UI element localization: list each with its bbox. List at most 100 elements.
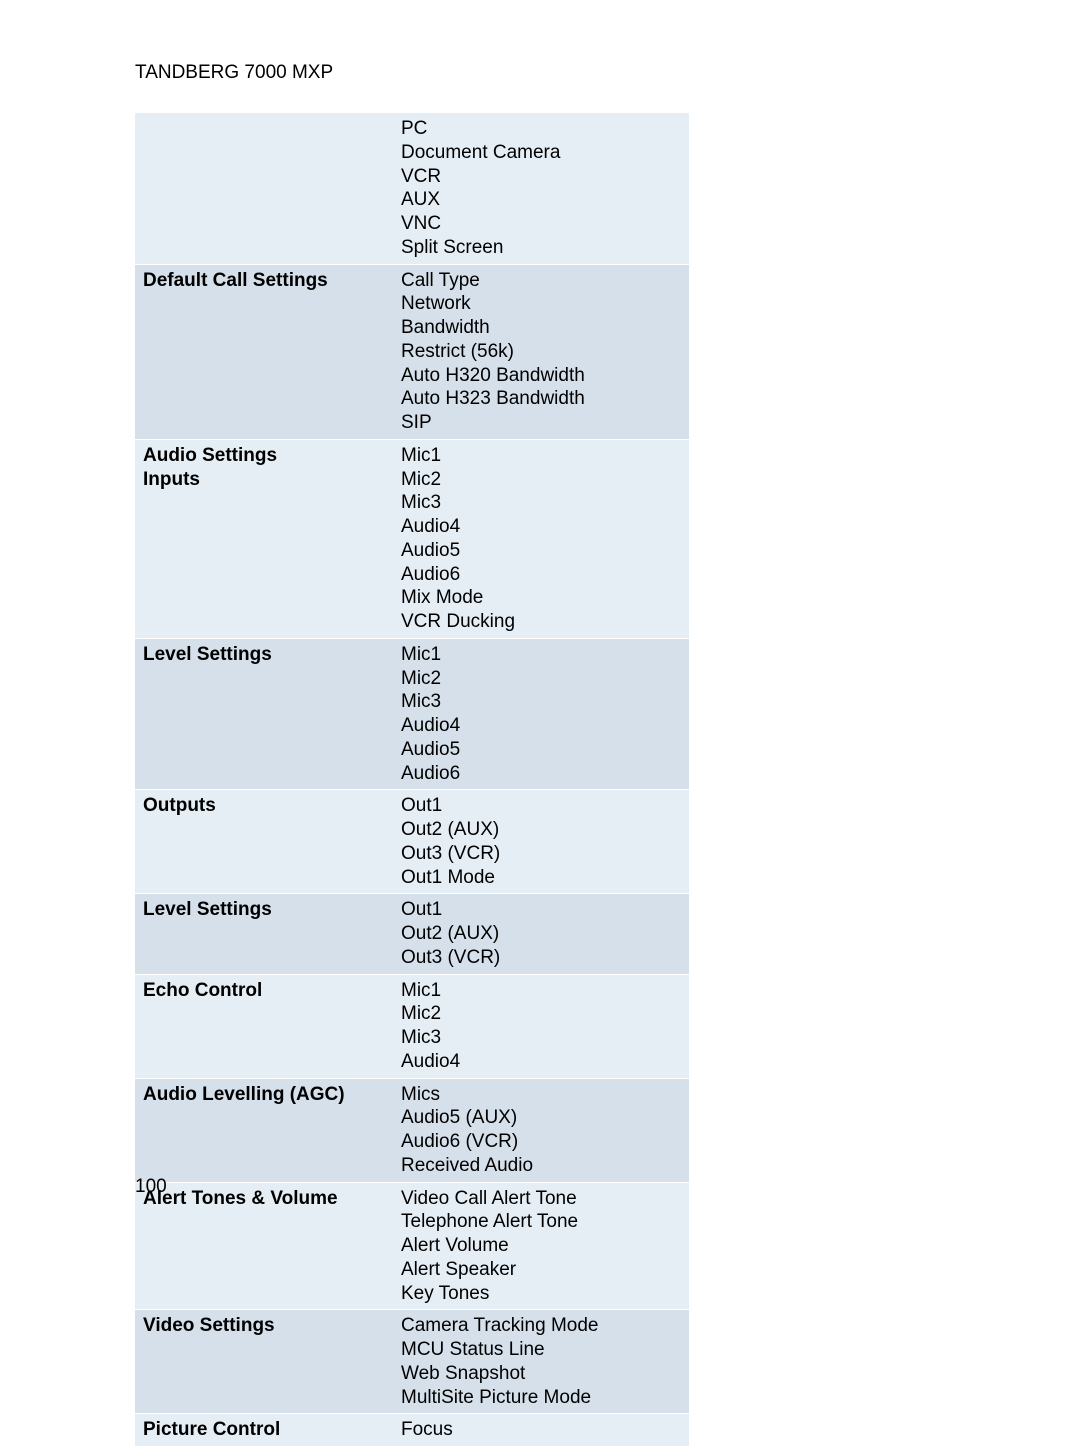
setting-label-line: Alert Tones & Volume [143, 1187, 385, 1211]
setting-value-line: Key Tones [401, 1282, 681, 1306]
setting-label: Level Settings [135, 894, 393, 974]
setting-values: PCDocument CameraVCRAUXVNCSplit Screen [393, 113, 689, 264]
setting-value-line: PC [401, 117, 681, 141]
setting-value-line: Audio6 (VCR) [401, 1130, 681, 1154]
setting-value-line: Audio6 [401, 563, 681, 587]
setting-values: Call TypeNetworkBandwidthRestrict (56k)A… [393, 264, 689, 439]
setting-value-line: Audio5 (AUX) [401, 1106, 681, 1130]
table-row: Audio Levelling (AGC) MicsAudio5 (AUX)Aud… [135, 1078, 689, 1182]
setting-value-line: Web Snapshot [401, 1362, 681, 1386]
setting-values: Camera Tracking ModeMCU Status LineWeb S… [393, 1310, 689, 1414]
setting-value-line: AUX [401, 188, 681, 212]
settings-table-body: PCDocument CameraVCRAUXVNCSplit ScreenDe… [135, 113, 689, 1447]
setting-label-line: Level Settings [143, 643, 385, 667]
table-row: Default Call Settings Call TypeNetworkBan… [135, 264, 689, 439]
setting-value-line: Audio4 [401, 1050, 681, 1074]
setting-label: Outputs [135, 790, 393, 894]
setting-values: Out1Out2 (AUX)Out3 (VCR) [393, 894, 689, 974]
setting-value-line: Mic1 [401, 979, 681, 1003]
setting-value-line: Mics [401, 1083, 681, 1107]
setting-label-line: Inputs [143, 468, 385, 492]
setting-label: Default Call Settings [135, 264, 393, 439]
setting-value-line: Audio5 [401, 539, 681, 563]
setting-value-line: Audio4 [401, 515, 681, 539]
setting-value-line: Out2 (AUX) [401, 922, 681, 946]
setting-value-line: Auto H320 Bandwidth [401, 364, 681, 388]
setting-value-line: MCU Status Line [401, 1338, 681, 1362]
setting-value-line: Alert Speaker [401, 1258, 681, 1282]
setting-label-line: Outputs [143, 794, 385, 818]
setting-value-line: Auto H323 Bandwidth [401, 387, 681, 411]
setting-value-line: VCR [401, 165, 681, 189]
setting-value-line: Mic2 [401, 468, 681, 492]
setting-value-line: VCR Ducking [401, 610, 681, 634]
table-row: Echo Control Mic1Mic2Mic3Audio4 [135, 974, 689, 1078]
setting-value-line: Out2 (AUX) [401, 818, 681, 842]
setting-label-line: Audio Levelling (AGC) [143, 1083, 385, 1107]
setting-values: Mic1Mic2Mic3Audio4 [393, 974, 689, 1078]
setting-label-line: Echo Control [143, 979, 385, 1003]
setting-value-line: Out1 Mode [401, 866, 681, 890]
setting-value-line: Mic1 [401, 643, 681, 667]
setting-value-line: Mic3 [401, 1026, 681, 1050]
page-number: 100 [135, 1176, 167, 1198]
setting-label-line: Picture Control [143, 1418, 385, 1442]
setting-label-line: Audio Settings [143, 444, 385, 468]
settings-table: PCDocument CameraVCRAUXVNCSplit ScreenDe… [135, 113, 689, 1447]
setting-value-line: Received Audio [401, 1154, 681, 1178]
table-row: PCDocument CameraVCRAUXVNCSplit Screen [135, 113, 689, 264]
setting-value-line: Video Call Alert Tone [401, 1187, 681, 1211]
table-row: Outputs Out1Out2 (AUX)Out3 (VCR)Out1 Mode [135, 790, 689, 894]
setting-value-line: Out3 (VCR) [401, 946, 681, 970]
setting-value-line: Mic2 [401, 667, 681, 691]
setting-value-line: Audio4 [401, 714, 681, 738]
setting-value-line: MultiSite Picture Mode [401, 1386, 681, 1410]
setting-value-line: Out3 (VCR) [401, 842, 681, 866]
setting-value-line: Mic1 [401, 444, 681, 468]
setting-value-line: Mix Mode [401, 586, 681, 610]
setting-value-line: Audio5 [401, 738, 681, 762]
table-row: Audio SettingsInputsMic1Mic2Mic3Audio4Au… [135, 439, 689, 638]
setting-label: Video Settings [135, 1310, 393, 1414]
setting-value-line: Out1 [401, 898, 681, 922]
setting-value-line: Bandwidth [401, 316, 681, 340]
setting-value-line: Mic3 [401, 491, 681, 515]
setting-value-line: Split Screen [401, 236, 681, 260]
setting-value-line: Restrict (56k) [401, 340, 681, 364]
setting-value-line: Camera Tracking Mode [401, 1314, 681, 1338]
setting-values: Focus [393, 1414, 689, 1447]
setting-values: Video Call Alert ToneTelephone Alert Ton… [393, 1182, 689, 1310]
setting-value-line: Out1 [401, 794, 681, 818]
setting-value-line: SIP [401, 411, 681, 435]
setting-value-line: Audio6 [401, 762, 681, 786]
setting-value-line: Mic2 [401, 1002, 681, 1026]
table-row: Level Settings Mic1Mic2Mic3Audio4Audio5Au… [135, 638, 689, 790]
setting-values: MicsAudio5 (AUX)Audio6 (VCR)Received Aud… [393, 1078, 689, 1182]
setting-value-line: Focus [401, 1418, 681, 1442]
setting-label: Alert Tones & Volume [135, 1182, 393, 1310]
setting-label: Level Settings [135, 638, 393, 790]
table-row: Video Settings Camera Tracking ModeMCU St… [135, 1310, 689, 1414]
table-row: Alert Tones & Volume Video Call Alert Ton… [135, 1182, 689, 1310]
setting-value-line: VNC [401, 212, 681, 236]
table-row: Picture Control Focus [135, 1414, 689, 1447]
setting-value-line: Telephone Alert Tone [401, 1210, 681, 1234]
setting-value-line: Alert Volume [401, 1234, 681, 1258]
setting-label: Echo Control [135, 974, 393, 1078]
setting-values: Out1Out2 (AUX)Out3 (VCR)Out1 Mode [393, 790, 689, 894]
setting-label [135, 113, 393, 264]
page-title: TANDBERG 7000 MXP [135, 62, 333, 84]
setting-label-line: Default Call Settings [143, 269, 385, 293]
setting-label: Audio Levelling (AGC) [135, 1078, 393, 1182]
setting-label: Audio SettingsInputs [135, 439, 393, 638]
setting-label: Picture Control [135, 1414, 393, 1447]
setting-values: Mic1Mic2Mic3Audio4Audio5Audio6Mix ModeVC… [393, 439, 689, 638]
table-row: Level Settings Out1Out2 (AUX)Out3 (VCR) [135, 894, 689, 974]
setting-value-line: Call Type [401, 269, 681, 293]
setting-value-line: Network [401, 292, 681, 316]
setting-values: Mic1Mic2Mic3Audio4Audio5Audio6 [393, 638, 689, 790]
setting-value-line: Document Camera [401, 141, 681, 165]
setting-label-line: Level Settings [143, 898, 385, 922]
setting-value-line: Mic3 [401, 690, 681, 714]
setting-label-line: Video Settings [143, 1314, 385, 1338]
